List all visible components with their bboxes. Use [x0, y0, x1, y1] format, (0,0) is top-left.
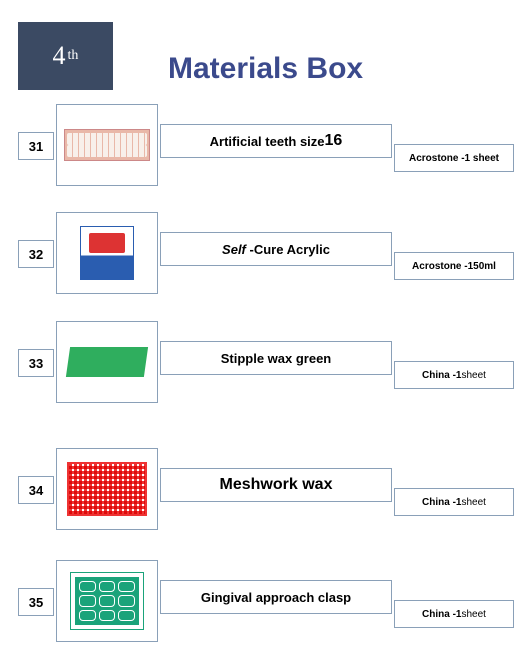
row-number: 34: [18, 476, 54, 504]
green-wax-image: [66, 347, 148, 377]
row-number: 33: [18, 349, 54, 377]
grade-badge: 4th: [18, 22, 113, 90]
teeth-image: [64, 129, 150, 161]
row-name: Meshwork wax: [160, 468, 392, 502]
clasp-image: [71, 573, 143, 629]
material-row: 32 Self - Cure AcrylicAcrostone -150ml: [18, 212, 514, 294]
row-image-box: [56, 321, 158, 403]
row-detail: China -1 sheet: [394, 361, 514, 389]
badge-suffix: th: [68, 48, 79, 64]
acrylic-image: [80, 226, 134, 280]
row-detail: China -1 sheet: [394, 600, 514, 628]
row-number: 32: [18, 240, 54, 268]
row-name: Stipple wax green: [160, 341, 392, 375]
row-detail: Acrostone -150ml: [394, 252, 514, 280]
material-row: 35 Gingival approach claspChina -1 sheet: [18, 560, 514, 642]
row-number: 35: [18, 588, 54, 616]
page-title: Materials Box: [168, 52, 363, 86]
row-name: Gingival approach clasp: [160, 580, 392, 614]
row-image-box: [56, 560, 158, 642]
row-image-box: [56, 104, 158, 186]
mesh-image: [67, 462, 147, 516]
row-detail: Acrostone -1 sheet: [394, 144, 514, 172]
row-name: Self - Cure Acrylic: [160, 232, 392, 266]
badge-number: 4: [53, 41, 66, 71]
material-row: 34 Meshwork waxChina -1 sheet: [18, 448, 514, 530]
page: 4th Materials Box 31 Artificial teeth siz…: [0, 0, 532, 652]
row-image-box: [56, 448, 158, 530]
row-image-box: [56, 212, 158, 294]
material-row: 33 Stipple wax greenChina -1 sheet: [18, 321, 514, 403]
material-row: 31 Artificial teeth size 16Acrostone -1 s…: [18, 104, 514, 186]
row-name: Artificial teeth size 16: [160, 124, 392, 158]
row-detail: China -1 sheet: [394, 488, 514, 516]
row-number: 31: [18, 132, 54, 160]
